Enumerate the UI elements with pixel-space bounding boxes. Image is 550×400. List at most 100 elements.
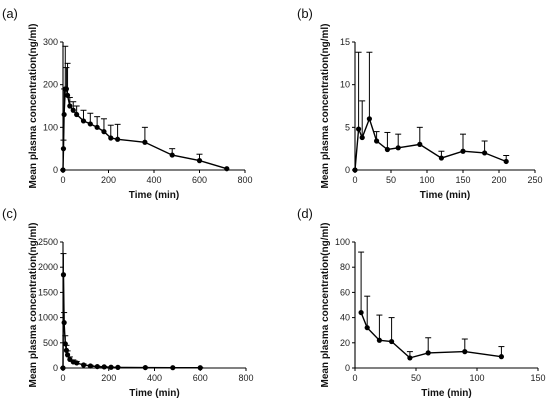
data-point	[356, 126, 362, 132]
data-point	[60, 365, 66, 371]
data-point	[460, 148, 466, 154]
x-tick-label: 600	[192, 175, 207, 185]
x-tick-label: 800	[237, 175, 252, 185]
x-tick-label: 200	[101, 373, 116, 383]
data-point	[74, 111, 80, 118]
y-tick-label: 80	[340, 262, 350, 272]
x-axis-label: Time (min)	[421, 388, 471, 399]
data-point	[169, 152, 175, 158]
series-line	[360, 312, 502, 359]
y-tick-label: 200	[43, 80, 58, 90]
data-point	[417, 141, 423, 147]
x-tick-label: 0	[352, 175, 357, 185]
y-tick-label: 100	[43, 122, 58, 132]
data-point	[60, 146, 67, 152]
x-tick-label: 50	[386, 175, 396, 185]
data-point	[94, 124, 100, 130]
data-point	[374, 138, 380, 144]
y-tick-label: 100	[335, 237, 350, 247]
data-point	[63, 86, 70, 92]
data-point	[384, 146, 390, 153]
panel-label: (a)	[2, 6, 18, 21]
data-point	[498, 354, 504, 360]
x-tick-label: 600	[193, 373, 208, 383]
y-tick-label: 1500	[38, 287, 58, 297]
data-point	[60, 167, 66, 173]
series-line	[62, 274, 201, 369]
x-tick-label: 200	[101, 175, 116, 185]
data-point	[62, 341, 68, 347]
data-point	[395, 145, 401, 151]
data-point	[503, 158, 509, 165]
data-point	[64, 92, 71, 98]
data-point	[352, 167, 358, 173]
y-tick-label: 500	[43, 338, 58, 348]
panel-label: (c)	[2, 206, 17, 221]
x-tick-label: 150	[530, 373, 545, 383]
data-point	[438, 155, 444, 161]
data-point	[101, 364, 107, 370]
y-tick-label: 60	[340, 287, 350, 297]
data-point	[142, 364, 148, 371]
x-tick-label: 200	[491, 175, 506, 185]
y-tick-label: 40	[340, 313, 350, 323]
x-tick-label: 250	[527, 175, 542, 185]
x-tick-label: 800	[238, 373, 253, 383]
data-point	[170, 365, 176, 371]
y-tick-label: 5	[345, 122, 350, 132]
data-point	[196, 158, 203, 164]
y-tick-label: 15	[340, 37, 350, 47]
y-tick-label: 2000	[38, 262, 58, 272]
data-point	[224, 166, 230, 172]
y-axis-label: Mean plasma concentration(ng/ml)	[320, 23, 331, 188]
chart-panel-2: (b) 0 50 100 150 200 250 0 5 10 15 Time (min) Mean p…	[297, 6, 543, 201]
x-tick-label: 400	[147, 373, 162, 383]
y-tick-label: 300	[43, 37, 58, 47]
data-point	[389, 338, 395, 345]
x-axis-label: Time (min)	[420, 190, 470, 201]
data-point	[87, 363, 94, 369]
data-point	[359, 134, 365, 141]
data-point	[142, 139, 148, 145]
chart-panel-4: (d) 0 50 100 150 0 20 40 60 80 100 Time (min) Mean p…	[297, 206, 546, 399]
x-tick-label: 0	[352, 373, 357, 383]
chart-panel-3: (c) 0 200 400 600 800 0 500 1000 1500 2000 2500 Time…	[2, 206, 254, 399]
x-tick-label: 50	[411, 373, 421, 383]
data-point	[376, 337, 382, 343]
y-axis-label: Mean plasma concentration(ng/ml)	[28, 23, 39, 188]
y-axis-label: Mean plasma concentration(ng/ml)	[320, 222, 331, 387]
x-axis-label: Time (min)	[129, 190, 179, 201]
y-tick-label: 0	[345, 165, 350, 175]
data-point	[364, 325, 370, 331]
data-point	[67, 103, 73, 109]
data-point	[115, 136, 121, 142]
y-tick-label: 20	[340, 338, 350, 348]
data-point	[63, 347, 70, 353]
data-point	[70, 107, 76, 113]
x-tick-label: 100	[469, 373, 484, 383]
x-tick-label: 0	[60, 373, 65, 383]
chart-panel-1: (a) 0 200 400 600 800 0 100 200 300 Time (min) Mean…	[2, 6, 253, 201]
y-tick-label: 0	[345, 363, 350, 373]
data-point	[80, 362, 87, 368]
data-point	[61, 111, 67, 118]
y-axis-label: Mean plasma concentration(ng/ml)	[28, 222, 39, 387]
panel-label: (b)	[297, 6, 313, 21]
data-point	[64, 352, 71, 358]
data-point	[462, 349, 468, 355]
y-tick-label: 10	[340, 80, 350, 90]
y-tick-label: 2500	[38, 237, 58, 247]
data-point	[482, 150, 488, 156]
x-axis-label: Time (min)	[129, 388, 179, 399]
panel-label: (d)	[297, 206, 313, 221]
y-tick-label: 0	[53, 165, 58, 175]
data-point	[366, 116, 372, 122]
data-point	[94, 363, 100, 370]
x-tick-label: 400	[146, 175, 161, 185]
data-point	[425, 350, 431, 356]
data-point	[87, 121, 93, 127]
x-tick-label: 150	[455, 175, 470, 185]
data-point	[407, 355, 413, 361]
data-point	[197, 365, 203, 371]
data-point	[115, 364, 121, 370]
